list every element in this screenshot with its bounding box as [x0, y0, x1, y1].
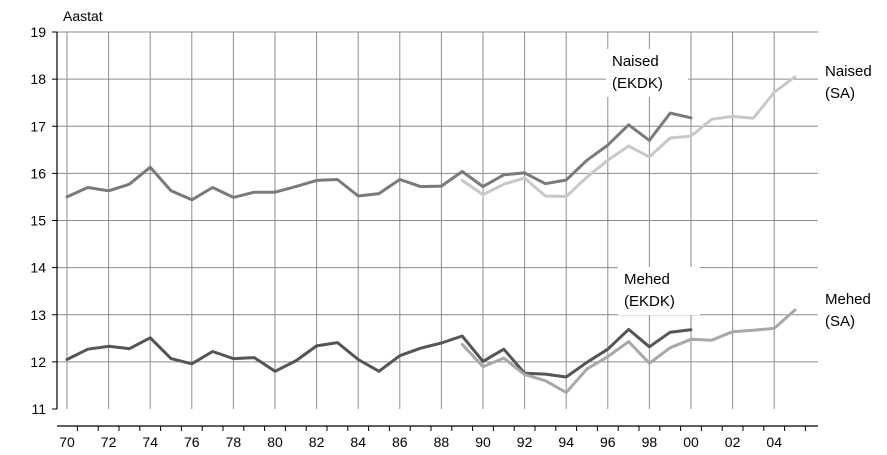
annotation-mehed_ekdk: Mehed (EKDK)	[618, 267, 700, 315]
x-tick-label: 72	[101, 434, 117, 450]
y-tick-label: 13	[30, 307, 46, 323]
x-tick-label: 84	[350, 434, 366, 450]
y-tick-label: 19	[30, 24, 46, 40]
x-tick-label: 80	[267, 434, 283, 450]
x-tick-label: 96	[600, 434, 616, 450]
annotation-line: (SA)	[825, 85, 855, 102]
x-tick-label: 04	[766, 434, 782, 450]
x-tick-label: 98	[642, 434, 658, 450]
x-tick-label: 70	[59, 434, 75, 450]
annotation-line: Mehed	[825, 291, 871, 308]
x-tick-label: 82	[309, 434, 325, 450]
x-tick-label: 74	[142, 434, 158, 450]
annotation-line: (EKDK)	[612, 75, 663, 92]
axes: 11 12 13 14 15 16 17 18 19 70 72 74 76 78 80 82 84 86 88 90…	[30, 24, 818, 450]
annotation-line: Mehed	[624, 271, 670, 288]
y-tick-label: 14	[30, 260, 46, 276]
x-tick-label: 90	[475, 434, 491, 450]
x-tick-label: 92	[517, 434, 533, 450]
series-line-naised_sa	[460, 75, 797, 198]
annotation-mehed_sa: Mehed (SA)	[825, 291, 871, 330]
y-tick-label: 12	[30, 354, 46, 370]
x-tick-label: 02	[725, 434, 741, 450]
y-axis-title: Aastat	[63, 8, 103, 24]
grid	[57, 31, 818, 409]
y-tick-label: 15	[30, 213, 46, 229]
y-tick-label: 17	[30, 118, 46, 134]
annotation-line: Naised	[825, 63, 872, 80]
annotation-line: Naised	[612, 53, 659, 70]
annotation-line: (EKDK)	[624, 293, 675, 310]
series-lines	[65, 75, 797, 394]
x-tick-label: 94	[558, 434, 574, 450]
series-line-mehed_ekdk	[65, 327, 693, 379]
annotation-bg	[618, 267, 700, 315]
x-tick-label: 00	[683, 434, 699, 450]
annotation-naised_ekdk: Naised (EKDK)	[606, 49, 688, 97]
annotation-bg	[606, 49, 688, 97]
y-tick-label: 18	[30, 71, 46, 87]
annotation-line: (SA)	[825, 313, 855, 330]
x-tick-label: 76	[184, 434, 200, 450]
x-tick-label: 78	[226, 434, 242, 450]
series-line-naised_ekdk	[65, 111, 693, 202]
x-tick-label: 88	[434, 434, 450, 450]
y-tick-label: 16	[30, 165, 46, 181]
x-tick-label: 86	[392, 434, 408, 450]
annotation-naised_sa: Naised (SA)	[825, 63, 872, 102]
y-tick-label: 11	[31, 401, 46, 417]
series-line-mehed_sa	[460, 308, 797, 394]
annotations: Naised (EKDK) Naised (SA) Mehed (EKDK) Mehed (S…	[606, 49, 872, 330]
